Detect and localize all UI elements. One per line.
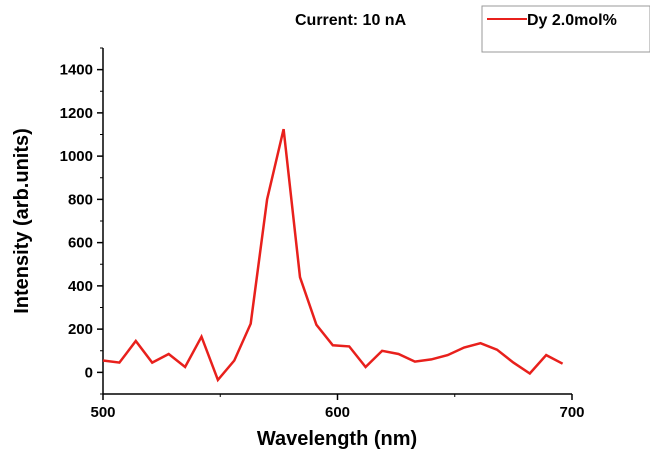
x-axis-title: Wavelength (nm)	[257, 428, 417, 450]
y-tick-label: 1000	[60, 148, 93, 165]
x-tick-label: 600	[325, 404, 350, 421]
x-tick-labels: 500 600 700	[90, 404, 584, 421]
y-tick-label: 400	[68, 278, 93, 295]
chart-annotation: Current: 10 nA	[295, 12, 407, 29]
x-tick-label: 700	[559, 404, 584, 421]
axes	[102, 48, 572, 395]
y-tick-label: 200	[68, 321, 93, 338]
legend-label: Dy 2.0mol%	[527, 12, 617, 29]
y-tick-label: 1200	[60, 105, 93, 122]
legend: Dy 2.0mol%	[481, 5, 650, 53]
y-tick-labels: 0 200 400 600 800 1000 1200 1400	[60, 62, 93, 382]
legend-box	[481, 5, 650, 53]
y-tick-label: 0	[85, 364, 93, 381]
y-tick-label: 1400	[60, 62, 93, 79]
data-series	[102, 128, 564, 383]
y-axis-title: Intensity (arb.units)	[11, 128, 33, 314]
x-tick-label: 500	[90, 404, 115, 421]
y-tick-label: 800	[68, 191, 93, 208]
series-line	[102, 128, 564, 383]
y-tick-label: 600	[68, 235, 93, 252]
tick-marks	[97, 47, 573, 400]
